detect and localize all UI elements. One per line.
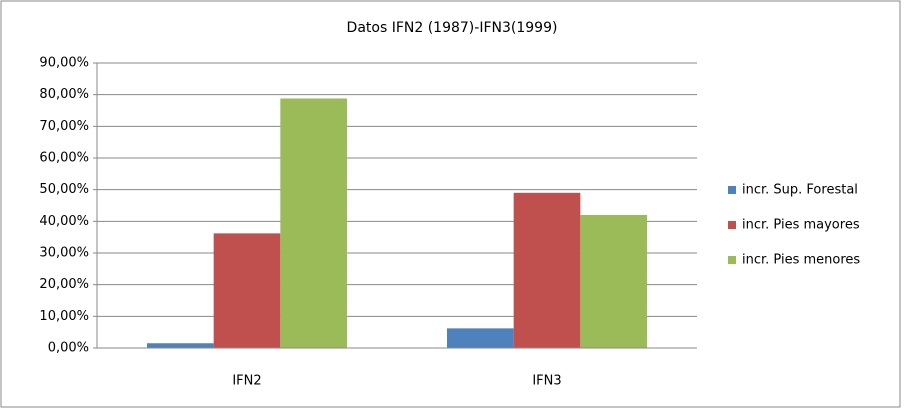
y-tick-label: 0,00%: [48, 341, 89, 356]
y-tick-label: 40,00%: [39, 214, 89, 229]
legend-swatch: [728, 256, 736, 264]
legend-label: incr. Pies mayores: [742, 218, 860, 233]
bar: [147, 343, 214, 348]
y-tick-label: 20,00%: [39, 277, 89, 292]
x-tick-label: IFN3: [532, 374, 561, 389]
y-tick-label: 80,00%: [39, 87, 89, 102]
y-tick-label: 50,00%: [39, 182, 89, 197]
legend-swatch: [728, 221, 736, 229]
y-tick-label: 30,00%: [39, 246, 89, 261]
legend-swatch: [728, 186, 736, 194]
y-tick-label: 10,00%: [39, 309, 89, 324]
legend-label: incr. Pies menores: [742, 253, 860, 268]
y-tick-label: 90,00%: [39, 56, 89, 71]
bar: [213, 233, 281, 348]
x-tick-label: IFN2: [232, 374, 261, 389]
chart-title: Datos IFN2 (1987)-IFN3(1999): [347, 20, 558, 36]
bar: [580, 215, 647, 348]
bar: [447, 328, 514, 348]
bar: [513, 192, 581, 348]
y-tick-label: 70,00%: [39, 119, 89, 134]
legend-label: incr. Sup. Forestal: [742, 183, 858, 198]
y-tick-label: 60,00%: [39, 151, 89, 166]
bar: [280, 98, 347, 348]
